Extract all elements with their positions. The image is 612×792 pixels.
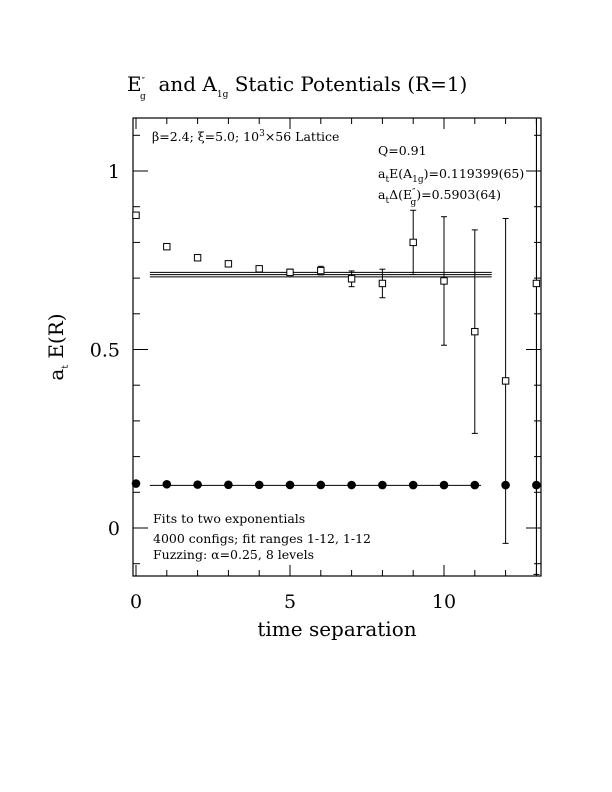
annotation-lattice: β=2.4; ξ=5.0; 103×56 Lattice bbox=[152, 129, 339, 144]
title-and-a: and A bbox=[146, 72, 218, 96]
annotation-a1g-energy: atE(A1g)=0.119399(65) bbox=[378, 166, 524, 185]
eg-data-point bbox=[440, 277, 448, 285]
eg-data-point bbox=[317, 266, 325, 275]
chart-title: E″ g and A1g Static Potentials (R=1) bbox=[127, 72, 467, 102]
eg-data-point bbox=[532, 279, 541, 288]
lattice-text-a: β=2.4; ξ=5.0; 10 bbox=[152, 129, 259, 144]
x-tick-label: 10 bbox=[432, 591, 456, 613]
a1g-data-point bbox=[532, 480, 541, 490]
a1g-data-point bbox=[439, 480, 449, 490]
eg-data-point bbox=[163, 242, 171, 251]
x-tick-label: 0 bbox=[130, 591, 142, 613]
annotation-fuzzing: Fuzzing: α=0.25, 8 levels bbox=[153, 547, 314, 562]
eg-data-point bbox=[409, 238, 417, 247]
data-points bbox=[131, 117, 541, 575]
title-g-subscript: g bbox=[140, 92, 146, 102]
axis-ticks bbox=[133, 118, 541, 576]
a1g-data-point bbox=[316, 480, 326, 490]
eg-data-point bbox=[378, 279, 387, 288]
y-axis-label: at E(R) bbox=[44, 313, 71, 380]
annotation-fits: Fits to two exponentials bbox=[153, 511, 305, 526]
eg-data-point bbox=[471, 327, 479, 336]
a1g-value: )=0.119399(65) bbox=[424, 166, 525, 181]
y-tick-label: 0 bbox=[108, 518, 120, 540]
title-1g-subscript: 1g bbox=[217, 90, 229, 100]
a1g-data-point bbox=[408, 480, 418, 490]
annotation-configs: 4000 configs; fit ranges 1-12, 1-12 bbox=[153, 531, 371, 546]
y-tick-label: 1 bbox=[108, 161, 120, 183]
a1g-data-point bbox=[470, 480, 480, 490]
title-e-letter: E bbox=[127, 72, 142, 96]
a1g-1g-subscript: 1g bbox=[412, 175, 424, 185]
y-tick-label: 0.5 bbox=[90, 340, 120, 362]
a1g-t-subscript: t bbox=[385, 175, 389, 185]
title-double-prime: ″ bbox=[142, 77, 146, 87]
annotation-q: Q=0.91 bbox=[378, 143, 427, 158]
eg-data-point bbox=[132, 211, 140, 219]
a1g-text: E(A bbox=[389, 166, 413, 181]
lattice-text-b: ×56 Lattice bbox=[265, 129, 340, 144]
a1g-data-point bbox=[224, 480, 233, 490]
lattice-superscript: 3 bbox=[259, 129, 265, 139]
a1g-data-point bbox=[501, 480, 510, 490]
eg-value: )=0.5903(64) bbox=[416, 187, 501, 202]
eg-a: a bbox=[378, 187, 386, 202]
a1g-data-point bbox=[285, 480, 295, 490]
eg-data-point bbox=[347, 275, 356, 283]
a1g-data-point bbox=[254, 480, 264, 490]
fit-lines bbox=[149, 271, 492, 486]
tick-labels: 0 5 10 0 0.5 1 bbox=[90, 161, 456, 613]
y-label-t-subscript: t bbox=[61, 365, 71, 369]
eg-data-point bbox=[501, 377, 510, 385]
eg-double-prime: ″ bbox=[412, 188, 416, 198]
eg-g-subscript: g bbox=[410, 198, 416, 208]
a1g-data-point bbox=[131, 479, 141, 488]
eg-text: Δ(E bbox=[389, 187, 412, 202]
a1g-data-point bbox=[193, 480, 202, 489]
a1g-data-point bbox=[347, 480, 356, 490]
y-label-a: a bbox=[44, 369, 68, 381]
x-axis-label: time separation bbox=[257, 617, 416, 641]
y-label-rest: E(R) bbox=[44, 313, 68, 365]
a1g-data-point bbox=[162, 479, 172, 489]
eg-data-point bbox=[286, 268, 294, 277]
a1g-a: a bbox=[378, 166, 386, 181]
eg-data-point bbox=[193, 254, 202, 262]
a1g-data-point bbox=[378, 480, 387, 490]
eg-t-subscript: t bbox=[385, 196, 389, 206]
eg-data-point bbox=[255, 265, 263, 273]
title-rest: Static Potentials (R=1) bbox=[228, 72, 467, 96]
eg-data-point bbox=[224, 260, 233, 268]
annotation-eg-gap: atΔ(E″ g)=0.5903(64) bbox=[378, 187, 501, 208]
plot-frame bbox=[132, 117, 542, 577]
x-tick-label: 5 bbox=[284, 591, 296, 613]
